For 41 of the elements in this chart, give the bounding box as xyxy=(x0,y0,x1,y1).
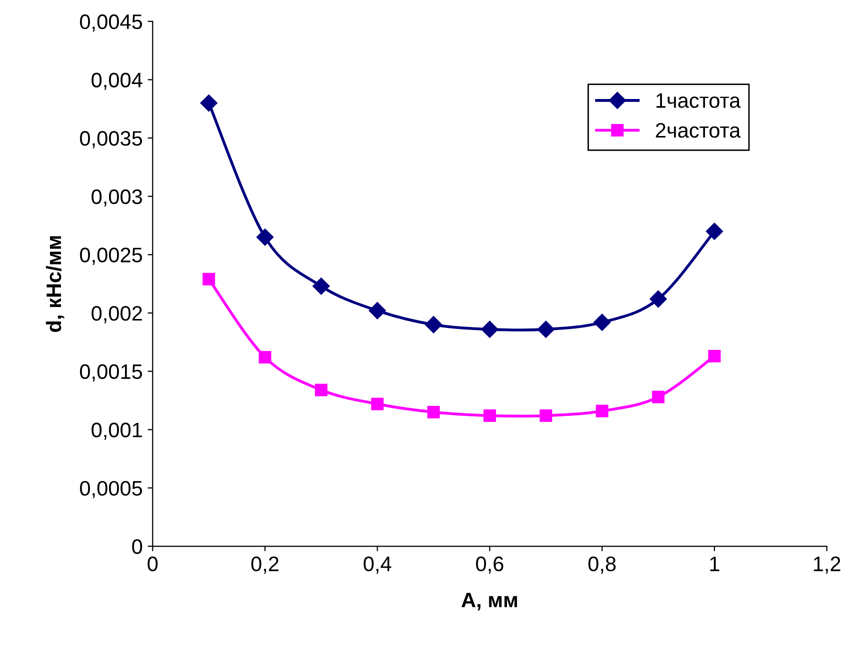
x-tick-label: 0 xyxy=(148,556,158,572)
y-tick-label: 0,002 xyxy=(92,306,142,324)
y-axis-title: d, кНс/мм xyxy=(46,236,64,332)
point xyxy=(258,351,272,364)
point xyxy=(481,320,498,338)
point xyxy=(200,94,218,112)
x-tick-label: 0,6 xyxy=(476,556,504,574)
legend-label: 1частота xyxy=(656,93,741,108)
point xyxy=(427,406,440,418)
x-tick-label: 0,2 xyxy=(251,556,278,574)
x-tick-label: 0,4 xyxy=(364,556,392,574)
point xyxy=(706,222,723,240)
y-tick-label: 0,0025 xyxy=(80,248,142,265)
y-tick-label: 0,003 xyxy=(92,189,142,207)
point xyxy=(368,302,386,320)
legend-label: 2частота xyxy=(656,123,741,138)
point xyxy=(483,409,496,422)
point xyxy=(371,398,384,410)
point xyxy=(537,320,554,338)
point xyxy=(708,350,721,362)
point xyxy=(650,290,667,308)
y-tick-label: 0,004 xyxy=(92,72,142,90)
y-tick-label: 0,0045 xyxy=(80,14,142,32)
x-tick-label: 1,2 xyxy=(814,556,840,574)
x-tick-label: 0,8 xyxy=(588,556,616,574)
point xyxy=(594,314,611,331)
y-tick-label: 0,001 xyxy=(92,422,142,440)
point xyxy=(596,404,608,418)
point xyxy=(256,228,274,246)
point xyxy=(312,278,330,295)
point xyxy=(652,390,665,404)
x-axis-title: A, мм xyxy=(462,592,517,610)
point xyxy=(202,272,216,286)
x-tick-label: 1 xyxy=(710,556,720,572)
y-tick-label: 0 xyxy=(132,539,142,554)
y-tick-label: 0,0035 xyxy=(80,131,142,148)
point xyxy=(540,409,552,422)
point xyxy=(314,384,328,396)
y-tick-label: 0,0005 xyxy=(80,480,142,498)
y-tick-label: 0,0015 xyxy=(80,364,142,382)
point xyxy=(424,316,442,334)
